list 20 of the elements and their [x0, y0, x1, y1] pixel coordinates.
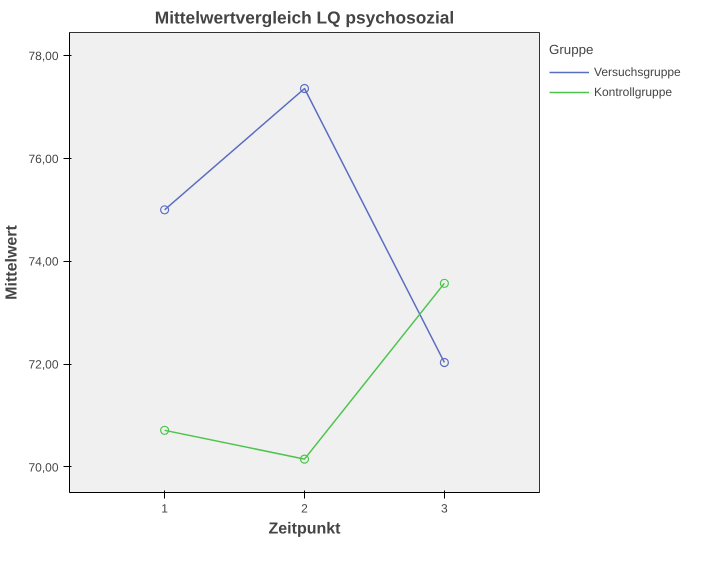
x-axis-title: Zeitpunkt [268, 520, 342, 538]
point [440, 358, 449, 368]
y-tick-label: 76,00 [28, 152, 59, 166]
legend-title: Gruppe [549, 42, 594, 57]
y-tick-label: 78,00 [28, 49, 59, 64]
chart-title: Mittelwertvergleich LQ psychosozial [154, 8, 454, 28]
y-tick-label: 72,00 [28, 358, 59, 372]
x-tick-label: 3 [441, 502, 448, 516]
y-tick-label: 70,00 [28, 460, 59, 474]
legend-label: Versuchsgruppe [594, 65, 681, 79]
x-tick-label: 1 [161, 502, 168, 516]
point [440, 278, 449, 288]
point [160, 426, 170, 435]
y-axis-title: Mittelwert [3, 224, 20, 300]
x-tick-label: 2 [301, 502, 308, 516]
legend-label: Kontrollgruppe [594, 85, 672, 99]
point [300, 84, 310, 94]
y-tick-label: 74,00 [28, 254, 59, 269]
point [160, 205, 170, 214]
point [300, 454, 310, 464]
